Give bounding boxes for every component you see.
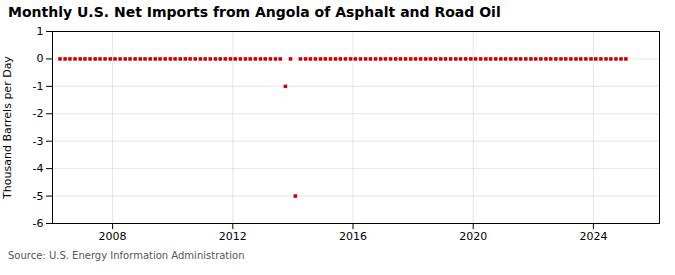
svg-text:-6: -6 <box>33 217 44 230</box>
html-text:Source: U.S. Energy Informatio: Source: U.S. Energy Information Administ… <box>8 250 245 261</box>
svg-text:2020: 2020 <box>459 230 487 243</box>
svg-text:-2: -2 <box>33 107 44 120</box>
svg-text:-5: -5 <box>33 190 44 203</box>
svg-text:2012: 2012 <box>219 230 247 243</box>
svg-text:2016: 2016 <box>339 230 367 243</box>
svg-text:-3: -3 <box>33 135 44 148</box>
svg-text:0: 0 <box>37 52 44 65</box>
svg-text:1: 1 <box>37 25 44 38</box>
svg-text:2008: 2008 <box>99 230 127 243</box>
svg-text:Thousand Barrels per Day: Thousand Barrels per Day <box>1 56 14 200</box>
svg-text:-1: -1 <box>33 80 44 93</box>
html-text:Monthly U.S. Net Imports from: Monthly U.S. Net Imports from Angola of … <box>8 4 501 20</box>
svg-text:2024: 2024 <box>579 230 607 243</box>
svg-text:-4: -4 <box>33 162 44 175</box>
